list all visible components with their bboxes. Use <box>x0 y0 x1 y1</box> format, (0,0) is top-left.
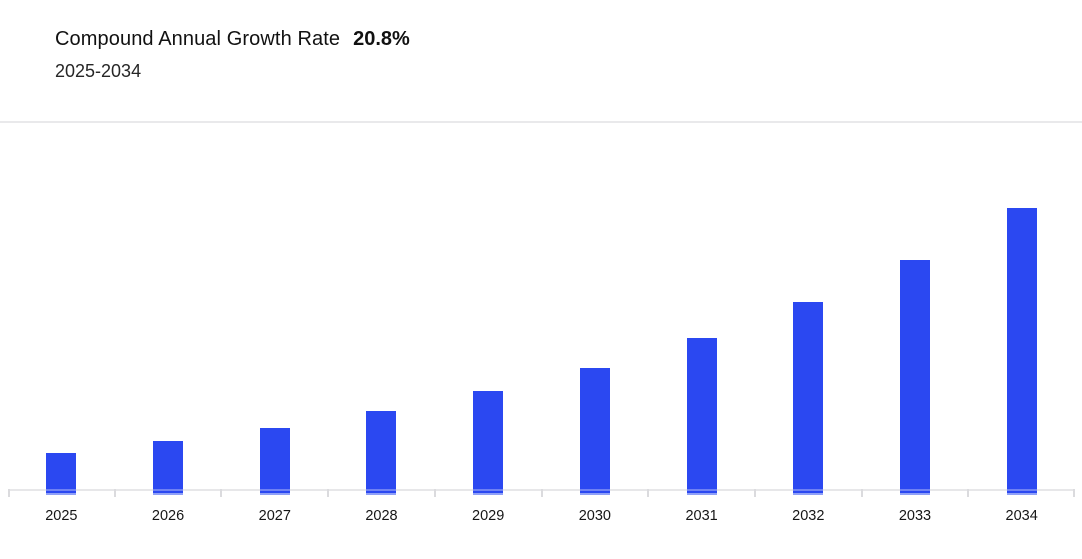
bar-2025[interactable] <box>46 453 77 495</box>
axis-tick <box>8 489 10 497</box>
x-axis-label-2034: 2034 <box>1005 508 1038 524</box>
cagr-value: 20.8% <box>353 28 410 50</box>
axis-tick <box>1073 489 1075 497</box>
bar-slot-2025 <box>8 123 115 495</box>
x-axis-label-2029: 2029 <box>472 508 505 524</box>
x-axis-label-2032: 2032 <box>792 508 825 524</box>
bar-slot-2030 <box>542 123 649 495</box>
bar-slot-2027 <box>221 123 328 495</box>
x-axis-label-2027: 2027 <box>258 508 291 524</box>
bar-2032[interactable] <box>793 302 824 495</box>
x-axis-labels: 2025 2026 2027 2028 2029 2030 2031 2032 2033 2034 <box>8 507 1075 525</box>
bar-slot-2034 <box>968 123 1075 495</box>
bar-slot-2031 <box>648 123 755 495</box>
bar-2033[interactable] <box>899 260 930 495</box>
bar-2026[interactable] <box>153 441 184 495</box>
axis-tick <box>327 489 330 497</box>
bar-2029[interactable] <box>473 391 504 495</box>
x-axis-label-2031: 2031 <box>685 508 718 524</box>
axis-tick <box>433 489 436 497</box>
axis-tick <box>220 489 223 497</box>
chart-title: Compound Annual Growth Rate <box>55 28 341 50</box>
bar-2034[interactable] <box>1006 208 1037 495</box>
x-axis-label-2026: 2026 <box>151 508 185 524</box>
bar-chart: 2025 2026 2027 2028 2029 2030 2031 2032 2033 2034 <box>0 123 1082 559</box>
bar-slot-2028 <box>328 123 435 495</box>
bar-2031[interactable] <box>686 338 717 495</box>
chart-title-row: Compound Annual Growth Rate 20.8% <box>55 26 1082 52</box>
chart-period-subtitle: 2025-2034 <box>55 61 142 81</box>
axis-tick <box>860 489 863 497</box>
bar-2027[interactable] <box>259 428 290 495</box>
bar-slot-2029 <box>435 123 542 495</box>
bar-slot-2026 <box>115 123 222 495</box>
header-divider <box>0 121 1082 123</box>
bar-2028[interactable] <box>366 411 397 495</box>
axis-tick <box>113 489 116 497</box>
bar-slot-2033 <box>862 123 969 495</box>
axis-tick <box>647 489 650 497</box>
x-axis-label-2030: 2030 <box>578 508 611 524</box>
axis-tick <box>967 489 970 497</box>
chart-header: Compound Annual Growth Rate 20.8% 2025-2… <box>0 0 1082 121</box>
axis-tick <box>753 489 756 497</box>
x-axis-label-2025: 2025 <box>45 508 78 524</box>
x-axis-label-2028: 2028 <box>365 508 398 524</box>
axis-tick <box>540 489 543 497</box>
bars-row <box>8 123 1075 495</box>
plot-area: 2025 2026 2027 2028 2029 2030 2031 2032 2033 2034 <box>8 123 1075 559</box>
bar-slot-2032 <box>755 123 862 495</box>
x-axis-label-2033: 2033 <box>898 508 932 524</box>
bar-2030[interactable] <box>579 368 610 495</box>
